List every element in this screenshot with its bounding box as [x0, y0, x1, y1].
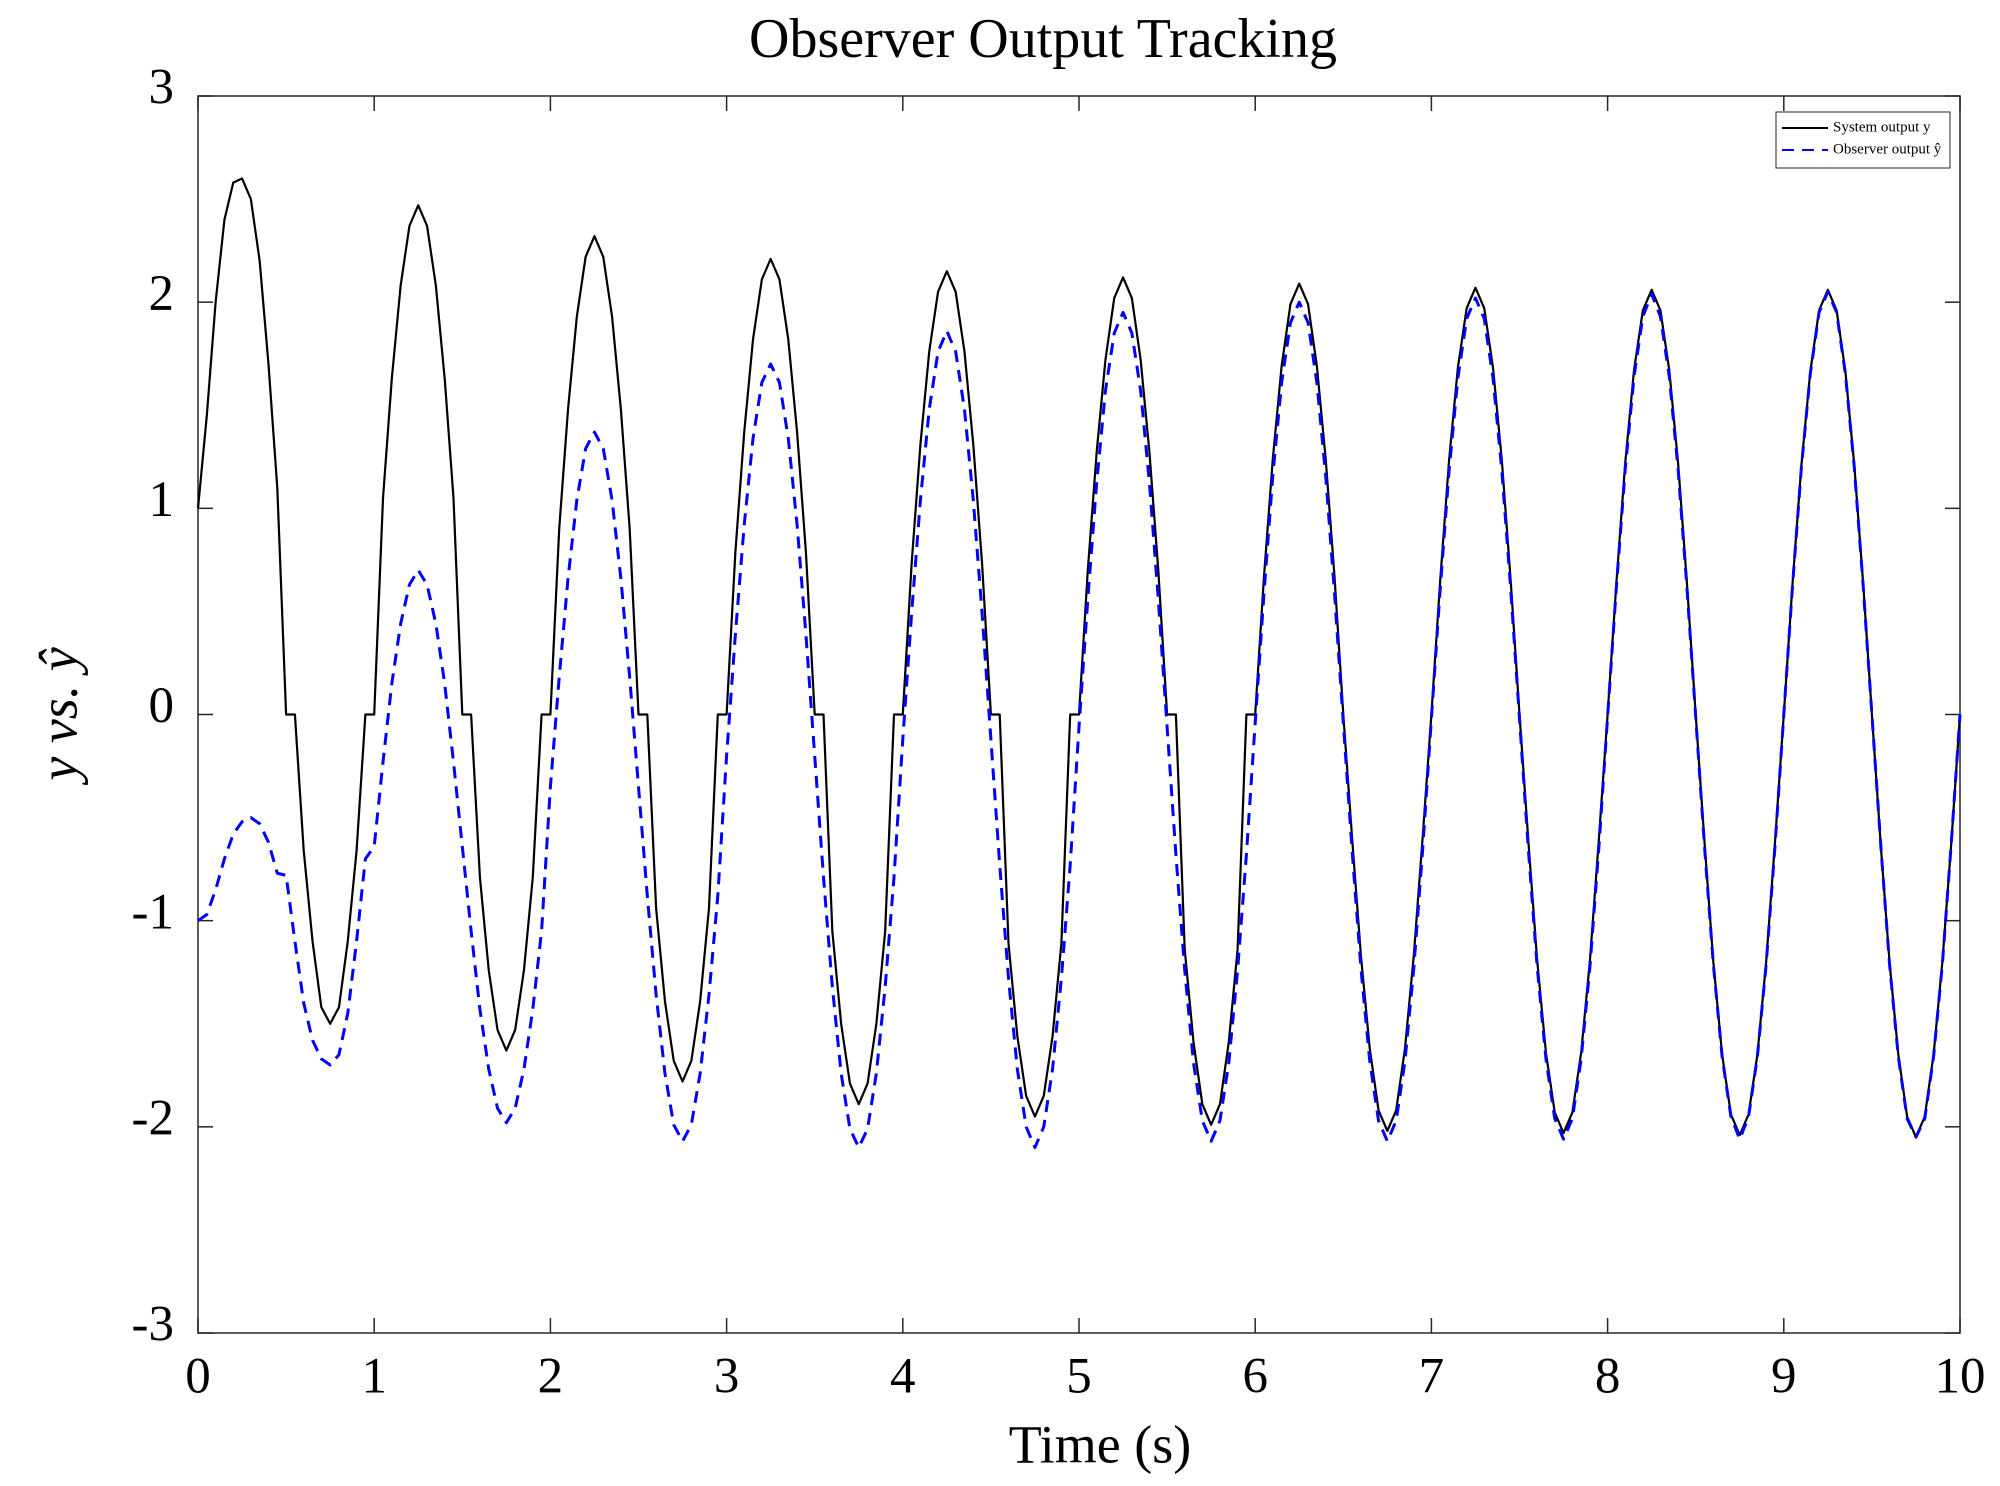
y-tick-label: 3 — [149, 60, 175, 116]
y-tick-label: -1 — [132, 884, 174, 940]
legend: System output y Observer output ŷ — [1775, 111, 1951, 169]
y-tick-label: -3 — [132, 1297, 174, 1353]
y-tick-label: 2 — [149, 266, 175, 322]
y-tick-label: 0 — [149, 678, 175, 734]
x-tick-label: 1 — [361, 1349, 387, 1405]
y-tick-label: -2 — [132, 1091, 174, 1147]
x-tick-label: 7 — [1419, 1349, 1445, 1405]
y-tick-label: 1 — [149, 472, 175, 528]
x-tick-label: 5 — [1066, 1349, 1092, 1405]
x-tick-label: 8 — [1595, 1349, 1621, 1405]
x-axis-label: Time (s) — [1009, 1414, 1192, 1474]
x-tick-label: 3 — [714, 1349, 740, 1405]
x-tick-label: 4 — [890, 1349, 916, 1405]
legend-box — [1775, 111, 1951, 169]
x-tick-label: 0 — [185, 1349, 211, 1405]
x-tick-label: 6 — [1242, 1349, 1268, 1405]
chart-title: Observer Output Tracking — [749, 8, 1337, 70]
x-tick-label: 2 — [538, 1349, 564, 1405]
series-line — [197, 290, 1962, 1149]
legend-label: System output y — [1833, 119, 1931, 135]
x-tick-label: 10 — [1935, 1349, 1986, 1405]
legend-label: Observer output ŷ — [1833, 141, 1942, 157]
y-axis-label: y vs. ŷ — [28, 647, 88, 785]
x-tick-label: 9 — [1771, 1349, 1797, 1405]
